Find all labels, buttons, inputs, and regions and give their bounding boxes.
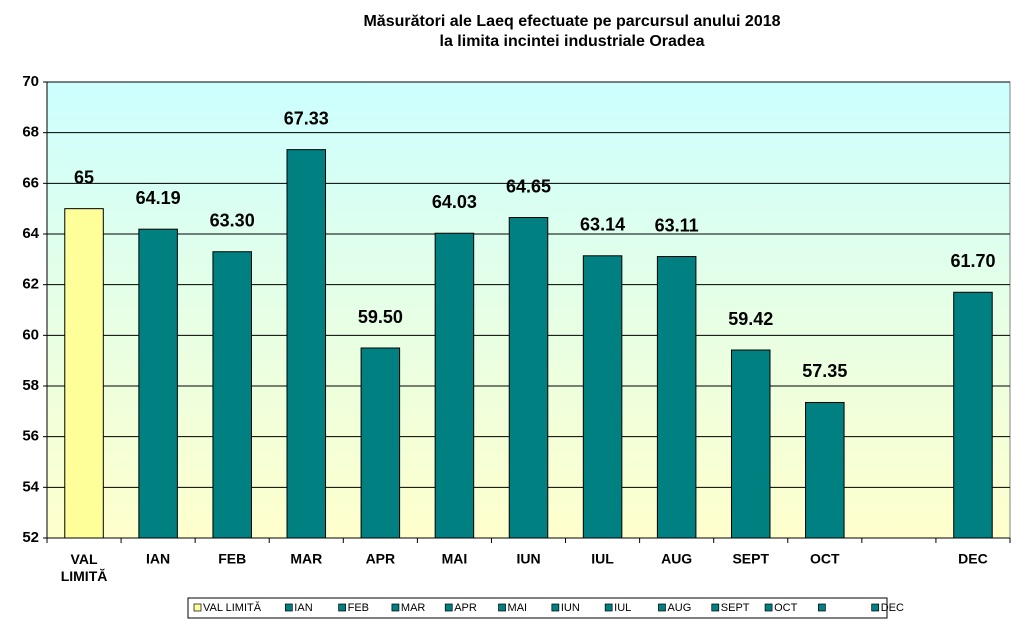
data-label: 63.30 [210, 210, 255, 230]
y-tick-label: 60 [22, 326, 39, 343]
x-tick-label: AUG [661, 551, 692, 567]
legend-swatch [284, 603, 293, 612]
x-tick-label: DEC [958, 551, 988, 567]
y-tick-label: 52 [22, 529, 39, 546]
bar [730, 349, 771, 539]
x-tick-label: IAN [146, 551, 170, 567]
data-label: 59.42 [728, 309, 773, 329]
legend-swatch [444, 603, 453, 612]
x-tick-label: IUL [591, 551, 614, 567]
data-label: 64.03 [432, 192, 477, 212]
x-tick-label: FEB [218, 551, 246, 567]
x-tick-label: SEPT [732, 551, 769, 567]
x-tick-label: IUN [516, 551, 540, 567]
bar [64, 208, 104, 539]
legend-label: APR [454, 602, 477, 614]
y-tick-label: 70 [22, 73, 39, 90]
chart-title: Măsurători ale Laeq efectuate pe parcurs… [363, 13, 780, 30]
legend-label: AUG [667, 602, 691, 614]
x-tick-label: APR [366, 551, 396, 567]
legend-label: IUL [614, 602, 631, 614]
x-tick-label: MAI [442, 551, 468, 567]
legend [187, 597, 888, 619]
chart-subtitle: la limita incintei industriale Oradea [440, 33, 705, 50]
legend-swatch [711, 603, 720, 612]
data-label: 65 [74, 167, 94, 187]
x-tick-label: MAR [290, 551, 322, 567]
legend-label: MAI [508, 602, 528, 614]
legend-swatch [391, 603, 400, 612]
y-tick-label: 58 [22, 377, 39, 394]
y-tick-label: 56 [22, 428, 39, 445]
legend-swatch [193, 603, 202, 612]
legend-swatch [338, 603, 346, 612]
y-tick-label: 68 [22, 124, 39, 141]
data-label: 64.19 [136, 188, 181, 208]
data-label: 64.65 [506, 176, 551, 196]
bar [805, 401, 845, 539]
x-tick-label: VAL LIMITĂ [61, 551, 108, 584]
data-label: 57.35 [802, 361, 847, 381]
legend-label: FEB [348, 602, 369, 614]
y-tick-label: 64 [22, 225, 39, 242]
data-label: 59.50 [358, 307, 403, 327]
data-label: 61.70 [950, 251, 995, 271]
y-tick-label: 62 [22, 276, 39, 293]
legend-swatch [498, 603, 506, 612]
x-tick-label: OCT [810, 551, 840, 567]
bar [212, 251, 252, 539]
legend-label: IUN [561, 602, 580, 614]
legend-swatch [871, 603, 880, 612]
y-tick-label: 54 [22, 478, 39, 495]
legend-label: MAR [401, 602, 426, 614]
legend-label: IAN [294, 602, 312, 614]
legend-swatch [818, 603, 826, 612]
legend-label: OCT [774, 602, 798, 614]
bar [434, 232, 475, 539]
bar [508, 217, 549, 539]
bar [138, 228, 178, 539]
bar [953, 291, 993, 539]
data-label: 63.11 [655, 215, 699, 235]
legend-swatch [551, 603, 560, 612]
bar [582, 255, 623, 539]
data-label: 63.14 [580, 215, 625, 235]
legend-label: VAL LIMITĂ [203, 601, 262, 614]
legend-swatch [764, 603, 773, 612]
bar [656, 256, 697, 539]
legend-label: DEC [881, 602, 904, 614]
bar [286, 149, 327, 539]
legend-label: SEPT [721, 602, 750, 614]
y-tick-label: 66 [22, 174, 39, 191]
legend-swatch [604, 603, 613, 612]
bar [360, 347, 401, 539]
data-label: 67.33 [284, 108, 329, 128]
legend-swatch [658, 603, 666, 612]
